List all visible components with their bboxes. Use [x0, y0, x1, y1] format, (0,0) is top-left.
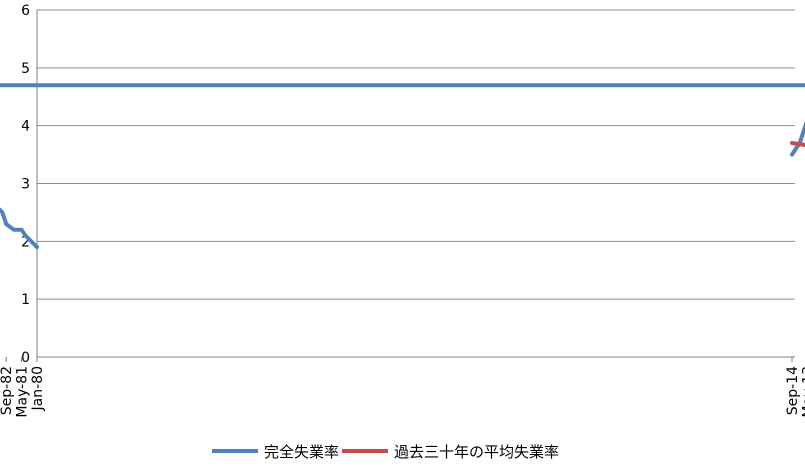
legend-label-series-2: 過去三十年の平均失業率 — [394, 443, 559, 461]
legend: 完全失業率 過去三十年の平均失業率 — [212, 443, 559, 461]
series-line-1 — [0, 83, 805, 250]
x-tick-label: May-81 — [15, 366, 31, 418]
y-tick-label: 2 — [21, 234, 30, 250]
x-tick-label: Sep-14 — [785, 366, 801, 415]
legend-label-series-1: 完全失業率 — [264, 443, 339, 461]
y-tick-label: 3 — [21, 177, 30, 193]
y-tick-label: 5 — [21, 61, 30, 77]
y-tick-label: 4 — [21, 119, 30, 135]
axes — [36, 10, 795, 358]
x-tick-label: May-13 — [800, 366, 805, 418]
y-tick-label: 1 — [21, 292, 30, 308]
y-tick-label: 6 — [21, 3, 30, 19]
y-axis-ticks: 0 1 2 3 4 5 6 — [21, 3, 30, 366]
x-tick-label: Sep-82 — [0, 366, 15, 415]
series-lines — [0, 83, 805, 250]
y-tick-label: 0 — [21, 350, 30, 366]
gridlines — [37, 9, 795, 300]
x-axis-ticks: Jan-80May-81Sep-82Jan-84May-85Sep-86Jan-… — [0, 357, 805, 418]
x-tick-label: Jan-80 — [30, 366, 46, 411]
